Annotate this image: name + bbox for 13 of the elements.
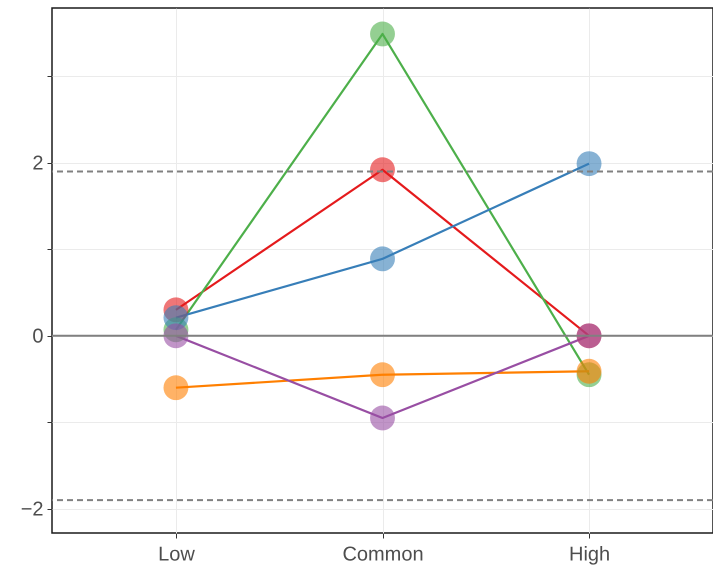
y-tick-label: −2 [20, 498, 44, 520]
point [163, 375, 188, 400]
x-tick-label: High [568, 544, 610, 566]
point [576, 151, 602, 176]
point [370, 406, 395, 430]
x-tick-label: Common [342, 544, 424, 566]
y-tick-label: 0 [32, 325, 44, 348]
point [370, 22, 395, 46]
y-tick-label: 2 [32, 152, 44, 174]
x-tick-label: Low [158, 544, 196, 566]
point [370, 362, 395, 388]
point [370, 246, 395, 272]
point [370, 157, 395, 182]
